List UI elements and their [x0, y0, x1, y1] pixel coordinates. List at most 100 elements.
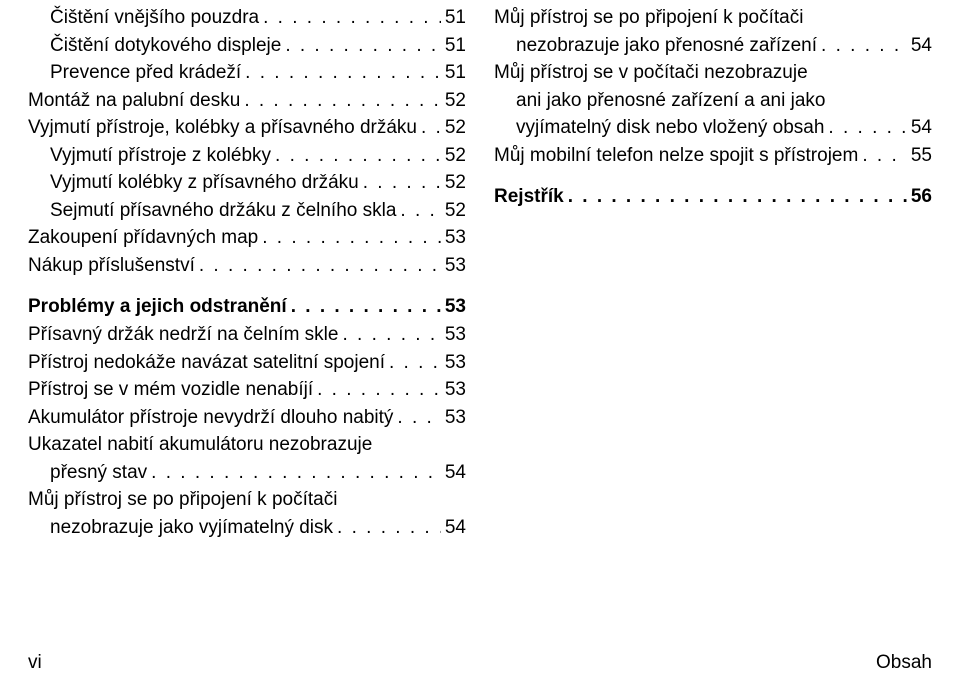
toc-line: Rejstřík. . . . . . . . . . . . . . . . …: [494, 183, 932, 211]
toc-page-number: 54: [441, 459, 466, 487]
toc-line: Přísavný držák nedrží na čelním skle. . …: [28, 321, 466, 349]
toc-page-number: 52: [441, 114, 466, 142]
toc-dots: . . . . . . . . . . . . . . . . . . . . …: [396, 197, 440, 225]
toc-page-number: 54: [907, 114, 932, 142]
toc-entry: Přísavný držák nedrží na čelním skle. . …: [28, 321, 466, 349]
toc-page-number: 53: [441, 404, 466, 432]
toc-dots: . . . . . . . . . . . . . . . . . . . . …: [824, 114, 906, 142]
toc-entry: Ukazatel nabití akumulátoru nezobrazujep…: [28, 431, 466, 486]
toc-dots: . . . . . . . . . . . . . . . . . . . . …: [241, 59, 441, 87]
toc-label-line: vyjímatelný disk nebo vložený obsah. . .…: [494, 114, 932, 142]
toc-page-number: 52: [441, 142, 466, 170]
toc-entry: Přístroj se v mém vozidle nenabíjí. . . …: [28, 376, 466, 404]
toc-entry: Rejstřík. . . . . . . . . . . . . . . . …: [494, 183, 932, 211]
toc-page-number: 51: [441, 32, 466, 60]
toc-entry: Můj přístroj se po připojení k počítačin…: [28, 486, 466, 541]
toc-entry: Přístroj nedokáže navázat satelitní spoj…: [28, 349, 466, 377]
toc-page-number: 54: [907, 32, 932, 60]
toc-label: Problémy a jejich odstranění: [28, 293, 287, 321]
toc-label: Čištění vnějšího pouzdra: [50, 4, 259, 32]
toc-page-number: 51: [441, 59, 466, 87]
toc-label: Vyjmutí přístroje z kolébky: [50, 142, 271, 170]
toc-page: Čištění vnějšího pouzdra. . . . . . . . …: [0, 0, 960, 541]
toc-label-line: Můj přístroj se po připojení k počítači: [28, 486, 466, 514]
toc-label: Akumulátor přístroje nevydrží dlouho nab…: [28, 404, 393, 432]
toc-entry: Můj přístroj se po připojení k počítačin…: [494, 4, 932, 59]
toc-dots: . . . . . . . . . . . . . . . . . . . . …: [393, 404, 440, 432]
toc-page-number: 52: [441, 169, 466, 197]
toc-page-number: 53: [441, 349, 466, 377]
toc-page-number: 55: [907, 142, 932, 170]
toc-entry: Čištění vnějšího pouzdra. . . . . . . . …: [28, 4, 466, 32]
toc-label: nezobrazuje jako vyjímatelný disk: [50, 514, 333, 542]
toc-label: přesný stav: [50, 459, 147, 487]
toc-dots: . . . . . . . . . . . . . . . . . . . . …: [258, 224, 441, 252]
toc-dots: . . . . . . . . . . . . . . . . . . . . …: [313, 376, 441, 404]
toc-page-number: 53: [441, 376, 466, 404]
toc-dots: . . . . . . . . . . . . . . . . . . . . …: [817, 32, 907, 60]
toc-line: Sejmutí přísavného držáku z čelního skla…: [28, 197, 466, 225]
toc-label: Prevence před krádeží: [50, 59, 241, 87]
toc-page-number: 54: [441, 514, 466, 542]
toc-line: Můj mobilní telefon nelze spojit s příst…: [494, 142, 932, 170]
toc-dots: . . . . . . . . . . . . . . . . . . . . …: [858, 142, 907, 170]
toc-label-line: nezobrazuje jako vyjímatelný disk. . . .…: [28, 514, 466, 542]
toc-dots: . . . . . . . . . . . . . . . . . . . . …: [287, 293, 441, 321]
toc-page-number: 56: [907, 183, 932, 211]
toc-label: Zakoupení přídavných map: [28, 224, 258, 252]
toc-label-line: nezobrazuje jako přenosné zařízení. . . …: [494, 32, 932, 60]
toc-line: Čištění vnějšího pouzdra. . . . . . . . …: [28, 4, 466, 32]
toc-line: Problémy a jejich odstranění. . . . . . …: [28, 293, 466, 321]
toc-line: Zakoupení přídavných map. . . . . . . . …: [28, 224, 466, 252]
toc-dots: . . . . . . . . . . . . . . . . . . . . …: [385, 349, 441, 377]
toc-label-line: přesný stav. . . . . . . . . . . . . . .…: [28, 459, 466, 487]
toc-entry: Montáž na palubní desku. . . . . . . . .…: [28, 87, 466, 115]
toc-page-number: 53: [441, 321, 466, 349]
toc-line: Nákup příslušenství. . . . . . . . . . .…: [28, 252, 466, 280]
toc-page-number: 53: [441, 252, 466, 280]
toc-label: Rejstřík: [494, 183, 564, 211]
toc-line: Prevence před krádeží. . . . . . . . . .…: [28, 59, 466, 87]
toc-page-number: 51: [441, 4, 466, 32]
toc-line: Vyjmutí přístroje z kolébky. . . . . . .…: [28, 142, 466, 170]
toc-label-line: Můj přístroj se v počítači nezobrazuje: [494, 59, 932, 87]
toc-label: Montáž na palubní desku: [28, 87, 240, 115]
toc-label: Přístroj se v mém vozidle nenabíjí: [28, 376, 313, 404]
toc-label-line: Ukazatel nabití akumulátoru nezobrazuje: [28, 431, 466, 459]
toc-label: Sejmutí přísavného držáku z čelního skla: [50, 197, 396, 225]
toc-page-number: 53: [441, 293, 466, 321]
toc-entry: Akumulátor přístroje nevydrží dlouho nab…: [28, 404, 466, 432]
toc-entry: Nákup příslušenství. . . . . . . . . . .…: [28, 252, 466, 280]
toc-dots: . . . . . . . . . . . . . . . . . . . . …: [564, 183, 907, 211]
toc-line: Čištění dotykového displeje. . . . . . .…: [28, 32, 466, 60]
toc-label: Čištění dotykového displeje: [50, 32, 281, 60]
toc-line: Akumulátor přístroje nevydrží dlouho nab…: [28, 404, 466, 432]
toc-dots: . . . . . . . . . . . . . . . . . . . . …: [333, 514, 441, 542]
toc-entry: Můj přístroj se v počítači nezobrazujean…: [494, 59, 932, 142]
page-footer: vi Obsah: [28, 649, 932, 677]
toc-entry: Vyjmutí přístroje z kolébky. . . . . . .…: [28, 142, 466, 170]
toc-dots: . . . . . . . . . . . . . . . . . . . . …: [259, 4, 441, 32]
toc-left-column: Čištění vnějšího pouzdra. . . . . . . . …: [28, 4, 466, 541]
toc-dots: . . . . . . . . . . . . . . . . . . . . …: [147, 459, 441, 487]
toc-dots: . . . . . . . . . . . . . . . . . . . . …: [195, 252, 441, 280]
toc-dots: . . . . . . . . . . . . . . . . . . . . …: [240, 87, 441, 115]
toc-label: Vyjmutí kolébky z přísavného držáku: [50, 169, 359, 197]
toc-label: Nákup příslušenství: [28, 252, 195, 280]
toc-entry: Čištění dotykového displeje. . . . . . .…: [28, 32, 466, 60]
toc-dots: . . . . . . . . . . . . . . . . . . . . …: [417, 114, 441, 142]
toc-dots: . . . . . . . . . . . . . . . . . . . . …: [338, 321, 440, 349]
toc-line: Montáž na palubní desku. . . . . . . . .…: [28, 87, 466, 115]
toc-entry: Můj mobilní telefon nelze spojit s příst…: [494, 142, 932, 170]
toc-label-line: Můj přístroj se po připojení k počítači: [494, 4, 932, 32]
toc-entry: Problémy a jejich odstranění. . . . . . …: [28, 293, 466, 321]
toc-entry: Vyjmutí přístroje, kolébky a přísavného …: [28, 114, 466, 142]
toc-right-column: Můj přístroj se po připojení k počítačin…: [494, 4, 932, 541]
toc-dots: . . . . . . . . . . . . . . . . . . . . …: [281, 32, 441, 60]
toc-entry: Sejmutí přísavného držáku z čelního skla…: [28, 197, 466, 225]
toc-label: Můj mobilní telefon nelze spojit s příst…: [494, 142, 858, 170]
toc-dots: . . . . . . . . . . . . . . . . . . . . …: [359, 169, 441, 197]
toc-page-number: 52: [441, 197, 466, 225]
toc-line: Vyjmutí přístroje, kolébky a přísavného …: [28, 114, 466, 142]
toc-label: vyjímatelný disk nebo vložený obsah: [516, 114, 824, 142]
